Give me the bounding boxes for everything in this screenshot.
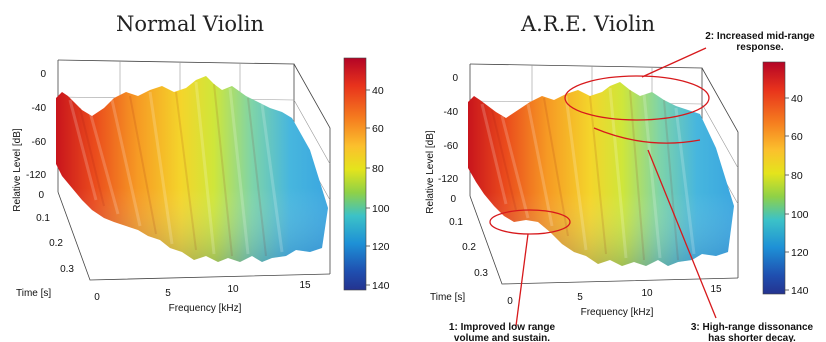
y-axis-label: Time [s] <box>430 292 465 303</box>
colorbar-tick: 40 <box>372 85 384 97</box>
surface <box>468 82 734 266</box>
z-axis: 0 -40 -60 -120 Relative Level [dB] <box>12 69 46 212</box>
colorbar-tick: 80 <box>372 163 384 175</box>
colorbar: 40 60 80 100 120 140 <box>762 61 809 297</box>
annotation-3-line2: has shorter decay. <box>708 333 796 342</box>
chart-title: Normal Violin <box>116 12 264 36</box>
chart-are-violin: A.R.E. Violin 0 -40 -60 -120 <box>425 12 815 342</box>
annotation-2-line2: response. <box>736 42 783 53</box>
y-tick: 0 <box>38 190 44 201</box>
z-tick: 0 <box>40 69 46 80</box>
colorbar-tick: 60 <box>791 131 803 143</box>
chart-normal-violin: Normal Violin <box>12 12 390 314</box>
z-tick: -120 <box>438 174 458 185</box>
colorbar-tick: 80 <box>791 170 803 182</box>
y-axis-label: Time [s] <box>16 288 51 299</box>
x-tick: 15 <box>710 284 722 295</box>
colorbar-tick: 40 <box>791 93 803 105</box>
z-tick: -60 <box>32 137 47 148</box>
y-axis: 0 0.1 0.2 0.3 Time [s] <box>430 194 488 303</box>
x-tick: 15 <box>299 280 311 291</box>
x-tick: 0 <box>94 292 100 303</box>
colorbar-tick: 100 <box>791 209 809 221</box>
y-tick: 0 <box>450 194 456 205</box>
x-tick: 5 <box>577 292 583 303</box>
z-axis-label: Relative Level [dB] <box>425 130 436 214</box>
colorbar-tick: 60 <box>372 123 384 135</box>
colorbar-tick: 120 <box>372 241 390 253</box>
z-tick: -40 <box>444 107 459 118</box>
annotation-1-line1: 1: Improved low range <box>449 322 556 333</box>
x-axis: 0 5 10 15 Frequency [kHz] <box>94 280 311 314</box>
colorbar-tick: 120 <box>791 247 809 259</box>
y-tick: 0.2 <box>462 242 476 253</box>
z-tick: -60 <box>444 141 459 152</box>
z-axis: 0 -40 -60 -120 Relative Level [dB] <box>425 73 458 214</box>
x-axis: 0 5 10 15 Frequency [kHz] <box>507 284 722 318</box>
y-axis: 0 0.1 0.2 0.3 Time [s] <box>16 190 74 299</box>
y-tick: 0.1 <box>449 217 463 228</box>
annotation-1-line2: volume and sustain. <box>454 333 550 342</box>
colorbar-tick: 100 <box>372 203 390 215</box>
colorbar-tick: 140 <box>372 280 390 292</box>
y-tick: 0.2 <box>49 238 63 249</box>
x-axis-label: Frequency [kHz] <box>581 307 654 318</box>
z-axis-label: Relative Level [dB] <box>12 128 23 212</box>
annotation-1: 1: Improved low range volume and sustain… <box>449 209 571 342</box>
colorbar-tick: 140 <box>791 285 809 297</box>
x-axis-label: Frequency [kHz] <box>169 303 242 314</box>
y-tick: 0.3 <box>60 264 74 275</box>
annotation-2-line1: 2: Increased mid-range <box>705 31 815 42</box>
z-tick: -120 <box>26 170 46 181</box>
z-tick: -40 <box>32 103 47 114</box>
x-tick: 10 <box>641 288 653 299</box>
z-tick: 0 <box>452 73 458 84</box>
x-tick: 10 <box>227 284 239 295</box>
surface <box>56 76 328 262</box>
x-tick: 5 <box>165 288 171 299</box>
annotation-3: 3: High-range dissonance has shorter dec… <box>593 127 814 342</box>
annotation-2: 2: Increased mid-range response. <box>564 31 815 121</box>
y-tick: 0.3 <box>474 268 488 279</box>
chart-title: A.R.E. Violin <box>520 12 655 36</box>
colorbar: 40 60 80 100 120 140 <box>343 57 390 292</box>
x-tick: 0 <box>507 296 513 307</box>
y-tick: 0.1 <box>36 213 50 224</box>
annotation-3-line1: 3: High-range dissonance <box>691 322 814 333</box>
